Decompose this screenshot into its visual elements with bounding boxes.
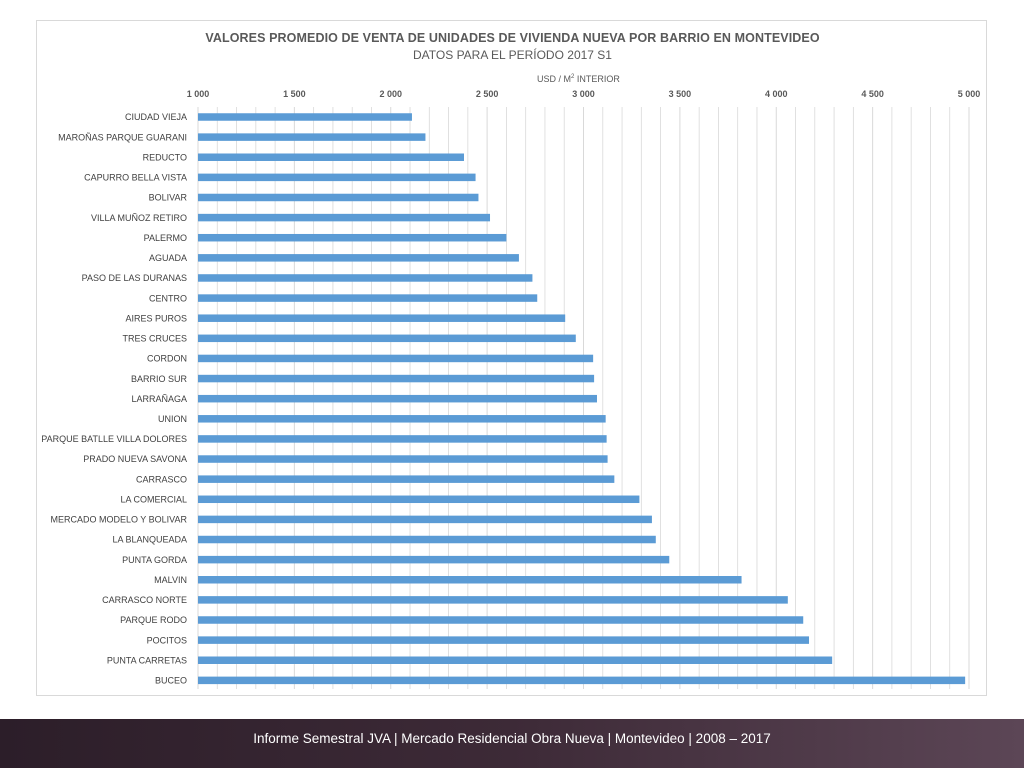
chart-frame: VALORES PROMEDIO DE VENTA DE UNIDADES DE… [36,20,987,696]
bar [198,475,615,483]
bar [198,374,595,383]
category-label: PUNTA CARRETAS [107,655,187,665]
bar [198,596,788,604]
category-label: CENTRO [149,293,187,303]
category-label: BOLIVAR [149,193,188,203]
category-label: PARQUE RODO [120,615,187,625]
category-label: AGUADA [149,253,187,263]
category-label: AIRES PUROS [125,313,187,323]
x-axis-label-tail: INTERIOR [574,74,620,84]
x-tick-label: 5 000 [958,89,981,99]
category-label: PUNTA GORDA [122,555,187,565]
bar [198,213,491,222]
bar [198,254,519,262]
category-label: REDUCTO [143,152,187,162]
category-label: LA BLANQUEADA [112,535,187,545]
category-label: PALERMO [144,233,187,243]
bar [198,515,652,524]
category-label: UNION [158,414,187,424]
bar [198,233,507,242]
category-label: POCITOS [147,635,187,645]
x-tick-label: 4 000 [765,89,788,99]
bar [198,193,479,202]
bar [198,415,606,423]
chart-subtitle: DATOS PARA EL PERÍODO 2017 S1 [413,48,612,62]
category-label: BUCEO [155,676,187,686]
category-label: MALVIN [154,575,187,585]
bar [198,435,607,443]
bar [198,314,566,322]
category-label: CAPURRO BELLA VISTA [84,173,187,183]
bar [198,133,426,141]
bar [198,354,594,363]
bar [198,495,640,504]
category-label: BARRIO SUR [131,374,188,384]
bar [198,636,810,644]
bar [198,294,538,302]
bars [198,113,966,685]
x-tick-label: 1 000 [187,89,210,99]
x-axis-ticks: 1 000 1 500 2 000 2 500 3 000 3 500 4 000 4 500… [187,89,981,99]
bar [198,274,533,282]
category-label: CARRASCO [136,474,187,484]
category-labels: CIUDAD VIEJA MAROÑAS PARQUE GUARANI REDUCT… [41,112,187,685]
bar [198,555,670,564]
bar [198,455,608,463]
bar [198,334,576,343]
bar [198,394,597,403]
x-tick-label: 3 500 [669,89,692,99]
x-axis-label: USD / M2 INTERIOR [537,74,620,84]
bar [198,535,656,544]
x-tick-label: 2 000 [379,89,402,99]
x-axis-label-superscript: 2 [571,74,575,80]
footer-text: Informe Semestral JVA | Mercado Residenc… [253,731,771,746]
category-label: MERCADO MODELO Y BOLIVAR [50,515,187,525]
category-label: TRES CRUCES [122,334,187,344]
bar [198,113,412,121]
bar [198,576,742,584]
bar [198,676,966,685]
x-tick-label: 2 500 [476,89,499,99]
chart-title: VALORES PROMEDIO DE VENTA DE UNIDADES DE… [205,31,820,45]
category-label: VILLA MUÑOZ RETIRO [91,213,187,223]
category-label: CARRASCO NORTE [102,595,187,605]
bar [198,656,833,664]
x-tick-label: 4 500 [861,89,884,99]
category-label: PRADO NUEVA SAVONA [83,454,187,464]
category-label: CIUDAD VIEJA [125,112,187,122]
category-label: PARQUE BATLLE VILLA DOLORES [41,434,187,444]
bar [198,616,804,624]
footer-bar: Informe Semestral JVA | Mercado Residenc… [0,719,1024,768]
category-label: PASO DE LAS DURANAS [82,273,187,283]
category-label: LA COMERCIAL [120,494,187,504]
category-label: MAROÑAS PARQUE GUARANI [58,132,187,142]
chart-plot: 1 000 1 500 2 000 2 500 3 000 3 500 4 000 4 500… [41,89,981,689]
x-tick-label: 3 000 [572,89,595,99]
bar [198,173,476,182]
x-axis-label-main: USD / M [537,74,572,84]
x-tick-label: 1 500 [283,89,306,99]
category-label: LARRAÑAGA [131,394,187,404]
category-label: CORDON [147,354,187,364]
bar [198,153,464,161]
